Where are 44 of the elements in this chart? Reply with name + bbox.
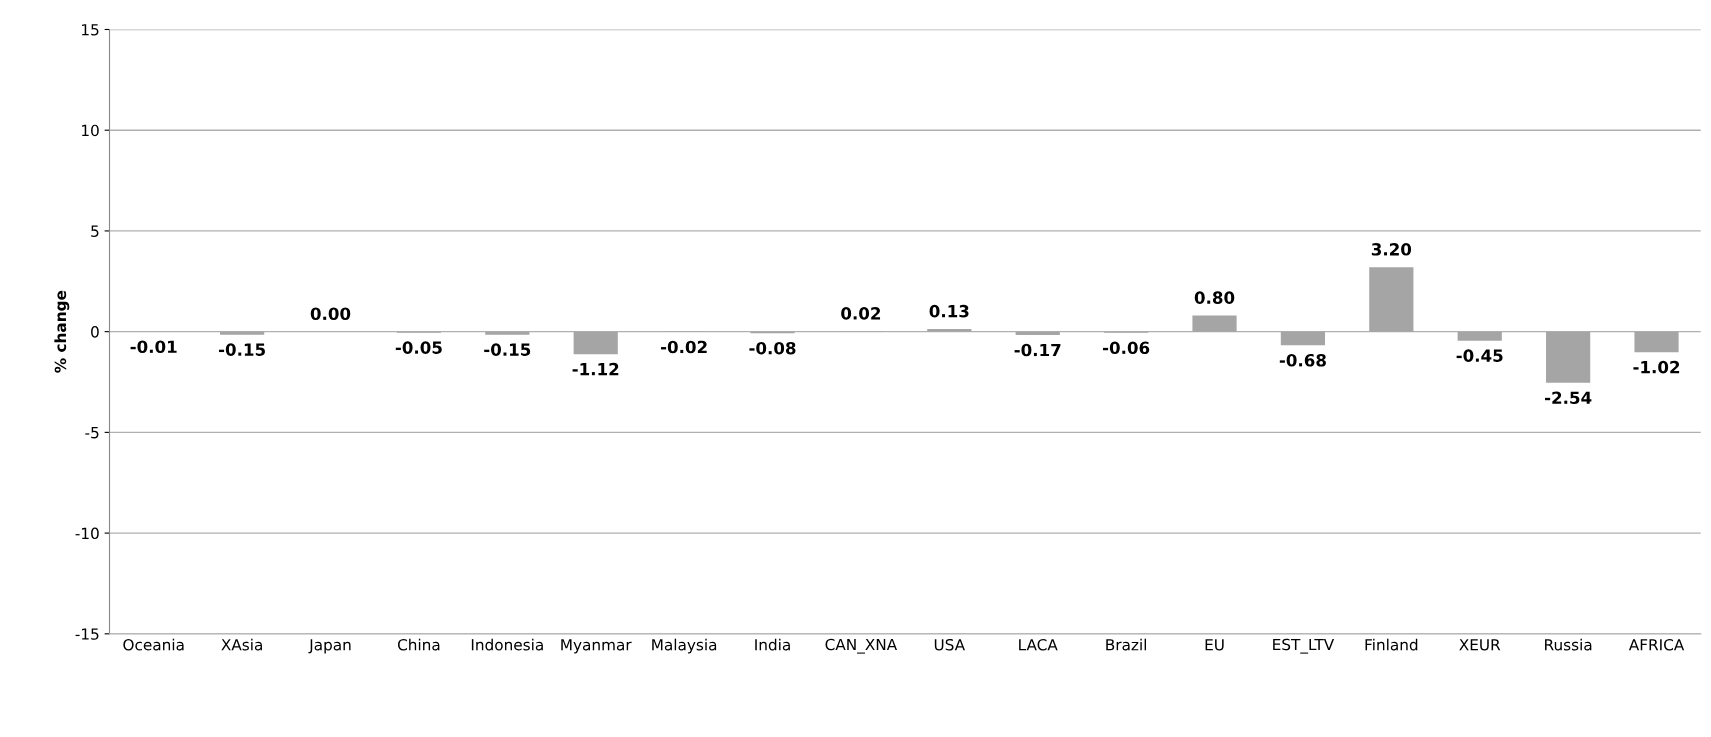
data-label: 0.00 (310, 307, 351, 321)
y-tick-label: 0 (91, 326, 99, 338)
x-tick-label: Myanmar (561, 639, 632, 654)
y-tick-label: -10 (75, 527, 99, 540)
data-label: -0.01 (130, 340, 177, 354)
data-label: -0.68 (1279, 353, 1326, 367)
x-tick-label: Finland (1365, 638, 1418, 651)
x-tick-label: Oceania (123, 638, 184, 651)
x-tick-label: CAN_XNA (825, 638, 898, 654)
data-label: -0.45 (1456, 349, 1503, 362)
data-label: -0.15 (484, 343, 531, 356)
x-tick-label: Brazil (1106, 638, 1147, 651)
x-tick-label: XEUR (1459, 639, 1501, 651)
data-label: -0.02 (661, 340, 707, 354)
y-tick-label: 10 (82, 124, 99, 137)
x-tick-label: Indonesia (471, 638, 543, 651)
x-tick-label: LACA (1019, 638, 1058, 651)
x-tick-label: Japan (308, 639, 351, 654)
y-axis-title: % change (54, 290, 70, 373)
y-tick-label: -5 (85, 427, 99, 439)
y-tick-label: 5 (91, 225, 99, 237)
data-label: 3.20 (1371, 243, 1412, 256)
y-tick-label: -15 (75, 628, 99, 640)
data-label: 0.02 (841, 307, 881, 320)
data-label: 0.80 (1194, 291, 1235, 304)
x-tick-label: EU (1205, 639, 1224, 651)
data-label: -0.05 (395, 341, 442, 354)
data-label: -1.02 (1633, 360, 1680, 374)
data-label: -0.08 (749, 341, 796, 355)
x-tick-label: XAsia (221, 638, 262, 651)
data-label: -0.17 (1014, 343, 1061, 357)
x-tick-label: AFRICA (1628, 638, 1685, 651)
x-tick-label: India (755, 638, 790, 651)
x-tick-label: Malaysia (652, 638, 717, 654)
data-label: -0.15 (218, 343, 265, 356)
data-label: -2.54 (1545, 391, 1592, 405)
data-label: 0.13 (929, 304, 969, 318)
y-tick-label: 15 (82, 24, 99, 36)
x-tick-label: USA (934, 638, 965, 651)
x-tick-label: China (397, 638, 440, 651)
x-tick-label: Russia (1545, 638, 1592, 651)
x-tick-label: EST_LTV (1273, 638, 1335, 654)
data-label: -0.06 (1103, 341, 1150, 355)
data-label: -1.12 (572, 362, 619, 376)
